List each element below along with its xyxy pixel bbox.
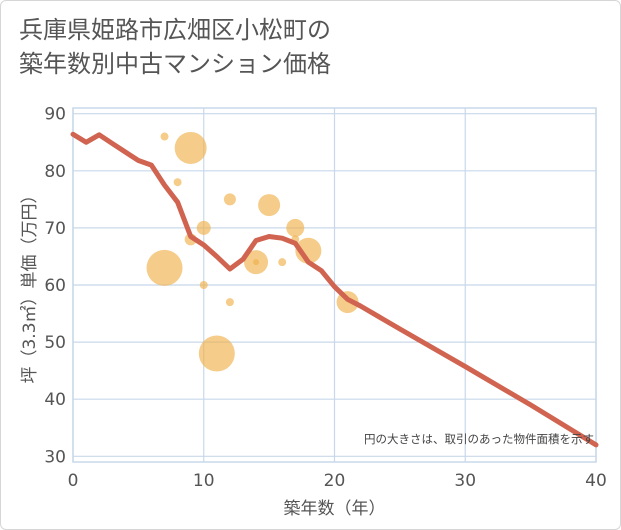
data-bubble	[278, 258, 287, 267]
data-bubble	[225, 298, 234, 307]
y-tick-label: 50	[44, 333, 66, 353]
y-tick-label: 90	[44, 105, 66, 125]
bubble-size-note: 円の大きさは、取引のあった物件面積を示す	[364, 432, 594, 446]
data-bubble	[223, 193, 236, 206]
x-tick-label: 30	[454, 471, 476, 491]
x-tick-label: 0	[68, 471, 79, 491]
y-tick-label: 60	[44, 276, 66, 296]
y-tick-label: 80	[44, 162, 66, 182]
data-bubble	[286, 218, 305, 237]
data-bubble	[173, 178, 182, 187]
trend-series	[70, 131, 599, 448]
data-bubble	[199, 281, 208, 289]
data-bubble	[295, 237, 322, 264]
data-bubble	[174, 131, 207, 164]
x-tick-label: 10	[193, 471, 215, 491]
data-bubble	[196, 220, 211, 235]
y-tick-label: 30	[44, 447, 66, 467]
bubble-series	[146, 131, 359, 372]
x-axis-title: 築年数（年）	[284, 499, 386, 519]
chart-title-line-2: 築年数別中古マンション価格	[19, 50, 331, 78]
data-bubble	[258, 194, 281, 217]
data-bubble	[253, 259, 260, 266]
chart-title: 兵庫県姫路市広畑区小松町の 築年数別中古マンション価格	[19, 13, 609, 81]
data-bubble	[146, 249, 183, 286]
y-tick-label: 40	[44, 390, 66, 410]
chart-title-line-1: 兵庫県姫路市広畑区小松町の	[19, 16, 331, 44]
y-axis-title: 坪（3.3㎡）単価（万円）	[20, 186, 40, 383]
x-tick-label: 20	[324, 471, 346, 491]
x-tick-label: 40	[585, 471, 607, 491]
data-bubble	[160, 132, 169, 141]
gridlines	[72, 107, 597, 463]
y-tick-label: 70	[44, 219, 66, 239]
data-bubble	[198, 335, 235, 372]
trend-line	[70, 131, 599, 448]
axis-ticks: 0 10 20 30 40 30 40 50 60 70 80 90	[44, 105, 606, 491]
